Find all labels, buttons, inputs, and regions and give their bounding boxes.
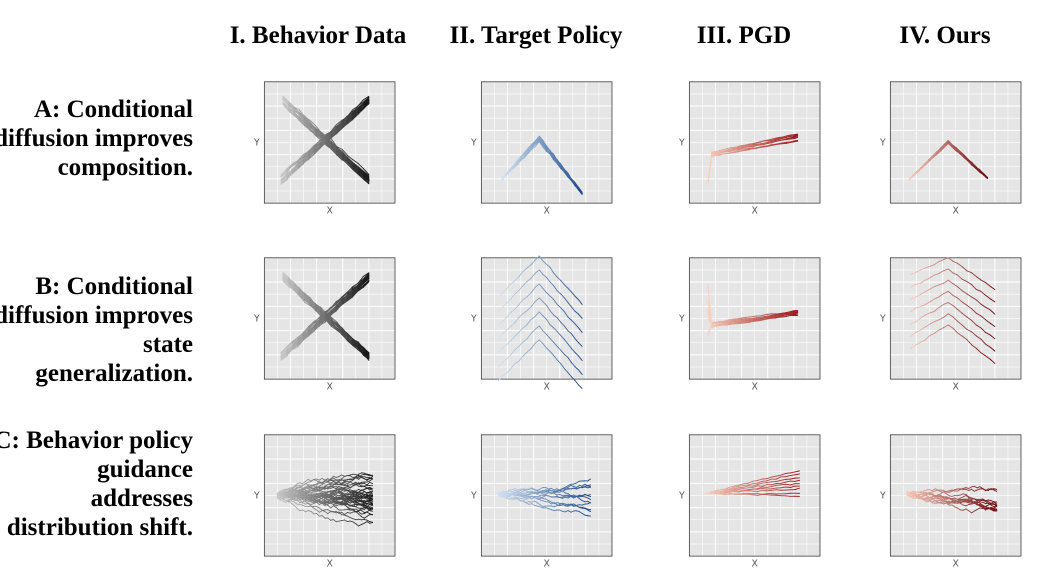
panel-plot: XY	[253, 81, 396, 216]
x-axis-label: X	[543, 381, 550, 392]
panel-plot: XY	[253, 257, 396, 392]
panel-grid	[689, 81, 820, 204]
y-axis-label: Y	[470, 313, 477, 324]
x-axis-label: X	[543, 205, 550, 216]
panel-plot: XY	[470, 255, 613, 392]
panel-grid	[890, 81, 1021, 204]
y-axis-label: Y	[879, 313, 886, 324]
row-label-a: A: Conditional diffusion improves compos…	[0, 96, 193, 181]
trajectory-lines	[497, 478, 591, 517]
trajectory-lines	[497, 255, 583, 389]
panel-plot: XY	[678, 434, 821, 569]
panel-grid	[481, 81, 612, 204]
row-label-b: B: Conditional diffusion improves state …	[0, 273, 193, 387]
y-axis-label: Y	[879, 490, 886, 501]
trajectory-lines	[501, 135, 583, 196]
panel-plot: XY	[470, 81, 613, 216]
panel-plot: XY	[879, 434, 1022, 569]
trajectory-lines	[707, 133, 799, 184]
x-axis-label: X	[751, 381, 758, 392]
y-axis-label: Y	[470, 490, 477, 501]
trajectory-lines	[906, 485, 998, 514]
panel-grid	[264, 257, 395, 380]
y-axis-label: Y	[253, 137, 260, 148]
row-label-c: C: Behavior policy guidance addresses di…	[0, 427, 193, 541]
y-axis-label: Y	[678, 313, 685, 324]
trajectory-lines	[908, 140, 988, 181]
panel-plot: XY	[253, 434, 396, 569]
panel-grid	[890, 257, 1021, 380]
panel-plot: XY	[470, 434, 613, 569]
trajectory-lines	[705, 470, 800, 497]
y-axis-label: Y	[253, 313, 260, 324]
panel-plot: XY	[879, 257, 1022, 392]
trajectory-lines	[276, 472, 374, 527]
x-axis-label: X	[952, 205, 959, 216]
y-axis-label: Y	[678, 137, 685, 148]
y-axis-label: Y	[678, 490, 685, 501]
x-axis-label: X	[952, 558, 959, 569]
y-axis-label: Y	[253, 490, 260, 501]
panel-plot: XY	[879, 81, 1022, 216]
column-title-pgd: III. PGD	[696, 22, 792, 49]
trajectory-lines	[910, 257, 996, 364]
x-axis-label: X	[326, 205, 333, 216]
column-title-ours: IV. Ours	[899, 22, 991, 49]
y-axis-label: Y	[470, 137, 477, 148]
x-axis-label: X	[751, 205, 758, 216]
y-axis-label: Y	[879, 137, 886, 148]
panel-plot: XY	[678, 257, 821, 392]
panel-plot: XY	[678, 81, 821, 216]
x-axis-label: X	[326, 381, 333, 392]
column-title-target-policy: II. Target Policy	[449, 22, 623, 49]
x-axis-label: X	[543, 558, 550, 569]
column-title-behavior-data: I. Behavior Data	[229, 22, 407, 49]
x-axis-label: X	[326, 558, 333, 569]
trajectory-lines	[280, 272, 370, 361]
trajectory-lines	[707, 284, 799, 337]
trajectory-lines	[280, 95, 370, 185]
x-axis-label: X	[952, 381, 959, 392]
x-axis-label: X	[751, 558, 758, 569]
